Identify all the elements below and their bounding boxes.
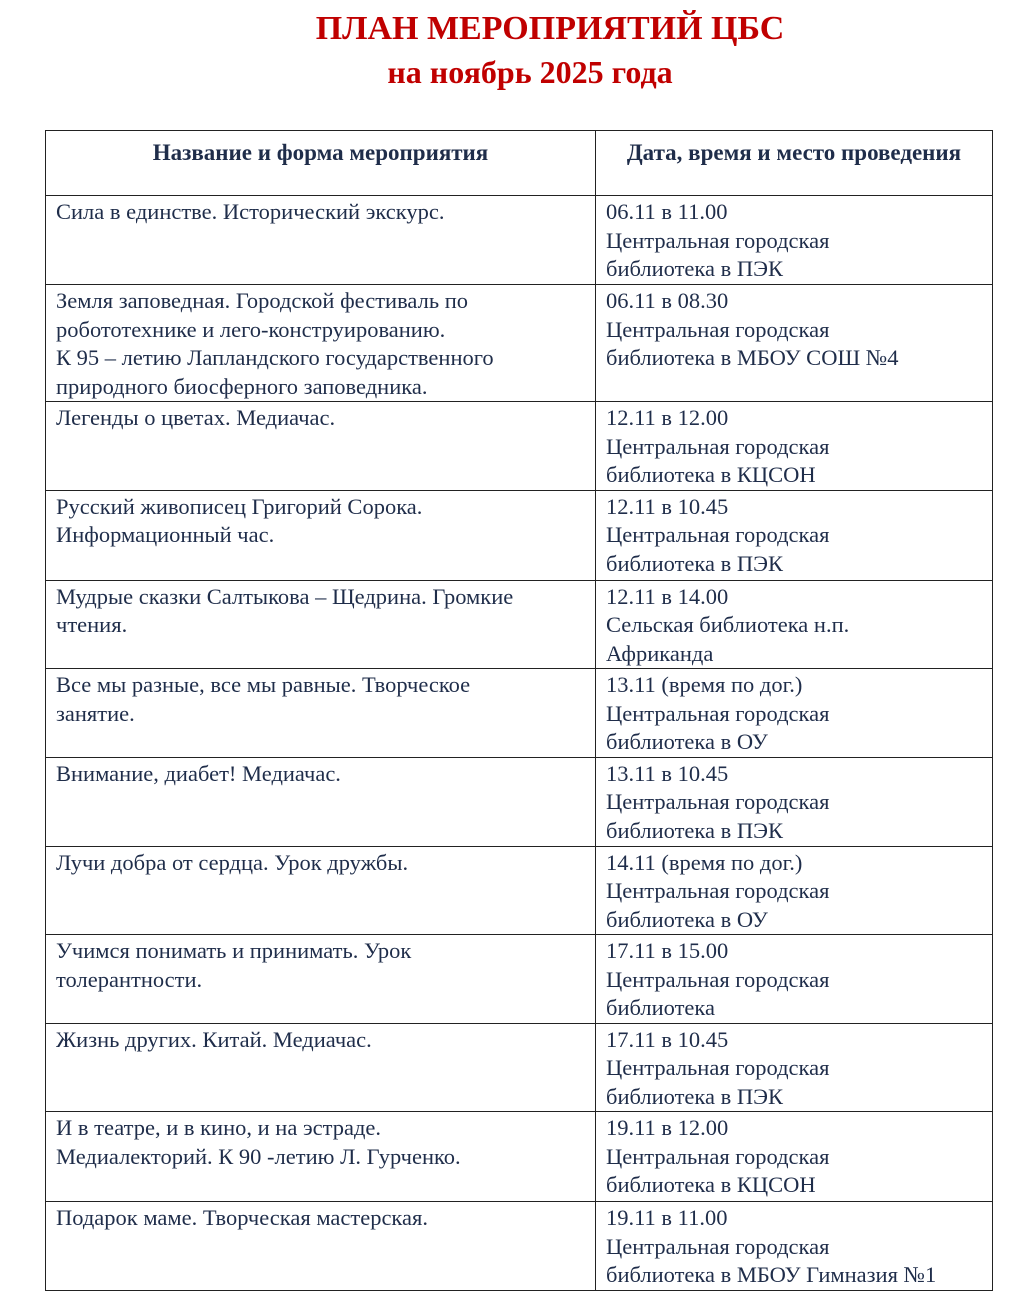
event-date-place: 14.11 (время по дог.) Центральная городс… — [606, 849, 830, 932]
event-name: Учимся понимать и принимать. Урок толера… — [56, 938, 412, 992]
event-cell: Легенды о цветах. Медиачас. — [45, 401, 596, 491]
event-name: Подарок маме. Творческая мастерская. — [56, 1205, 428, 1230]
event-name: Жизнь других. Китай. Медиачас. — [56, 1026, 372, 1052]
event-date-place: 06.11 в 08.30 Центральная городская библ… — [606, 288, 899, 370]
event-name: Легенды о цветах. Медиачас. — [56, 405, 336, 430]
table-header-row: Название и форма мероприятия Дата, время… — [45, 130, 993, 196]
table-row: Все мы разные, все мы равные. Творческое… — [45, 668, 993, 758]
table-row: Земля заповедная. Городской фестиваль по… — [45, 284, 993, 402]
event-name: Русский живописец Григорий Сорока. Инфор… — [56, 493, 423, 548]
event-cell: Внимание, диабет! Медиачас. — [45, 756, 596, 847]
event-name: Мудрые сказки Салтыкова – Щедрина. Громк… — [56, 583, 514, 638]
events-table: Название и форма мероприятия Дата, время… — [45, 130, 993, 1291]
event-cell: Русский живописец Григорий Сорока. Инфор… — [45, 489, 596, 581]
table-row: И в театре, и в кино, и на эстраде. Меди… — [45, 1111, 993, 1202]
event-cell: Подарок маме. Творческая мастерская. — [45, 1201, 596, 1291]
table-row: Учимся понимать и принимать. Урок толера… — [45, 934, 993, 1024]
date-place-cell: 06.11 в 08.30 Центральная городская библ… — [595, 284, 993, 402]
event-name: Лучи добра от сердца. Урок дружбы. — [56, 849, 409, 875]
event-date-place: 12.11 в 12.00 Центральная городская библ… — [606, 405, 830, 487]
event-date-place: 13.11 в 10.45 Центральная городская библ… — [606, 760, 830, 843]
event-date-place: 17.11 в 15.00 Центральная городская библ… — [606, 938, 830, 1020]
page-subtitle: на ноябрь 2025 года — [387, 54, 673, 90]
event-cell: Лучи добра от сердца. Урок дружбы. — [45, 845, 596, 935]
event-cell: Мудрые сказки Салтыкова – Щедрина. Громк… — [45, 579, 596, 669]
table-row: Подарок маме. Творческая мастерская. 19.1… — [45, 1201, 993, 1291]
table-row: Мудрые сказки Салтыкова – Щедрина. Громк… — [45, 579, 993, 669]
date-place-cell: 12.11 в 14.00 Сельская библиотека н.п. А… — [595, 579, 993, 669]
date-place-cell: 17.11 в 15.00 Центральная городская библ… — [595, 934, 993, 1024]
event-cell: Сила в единстве. Исторический экскурс. — [45, 195, 596, 285]
table-row: Внимание, диабет! Медиачас. 13.11 в 10.45… — [45, 756, 993, 847]
event-date-place: 12.11 в 10.45 Центральная городская библ… — [606, 493, 830, 576]
event-date-place: 06.11 в 11.00 Центральная городская библ… — [606, 199, 830, 281]
event-date-place: 19.11 в 11.00 Центральная городская библ… — [606, 1205, 937, 1287]
event-date-place: 12.11 в 14.00 Сельская библиотека н.п. А… — [606, 583, 850, 666]
page-title: ПЛАН МЕРОПРИЯТИЙ ЦБС — [315, 10, 785, 47]
table-row: Русский живописец Григорий Сорока. Инфор… — [45, 489, 993, 581]
event-name: Все мы разные, все мы равные. Творческое… — [56, 672, 471, 726]
date-place-cell: 12.11 в 10.45 Центральная городская библ… — [595, 489, 993, 581]
table-row: Сила в единстве. Исторический экскурс. 06… — [45, 195, 993, 285]
event-cell: Жизнь других. Китай. Медиачас. — [45, 1022, 596, 1112]
event-cell: Учимся понимать и принимать. Урок толера… — [45, 934, 596, 1024]
event-name: И в театре, и в кино, и на эстраде. Меди… — [56, 1115, 461, 1169]
event-cell: Все мы разные, все мы равные. Творческое… — [45, 668, 596, 758]
date-place-cell: 13.11 в 10.45 Центральная городская библ… — [595, 756, 993, 847]
date-place-cell: 14.11 (время по дог.) Центральная городс… — [595, 845, 993, 935]
event-name: Внимание, диабет! Медиачас. — [56, 760, 341, 786]
date-place-cell: 13.11 (время по дог.) Центральная городс… — [595, 668, 993, 758]
date-place-cell: 17.11 в 10.45 Центральная городская библ… — [595, 1022, 993, 1112]
header-event: Название и форма мероприятия — [45, 130, 596, 196]
date-place-cell: 19.11 в 11.00 Центральная городская библ… — [595, 1201, 993, 1291]
event-date-place: 17.11 в 10.45 Центральная городская библ… — [606, 1026, 830, 1109]
event-name: Сила в единстве. Исторический экскурс. — [56, 199, 445, 224]
header-date-place: Дата, время и место проведения — [595, 130, 993, 196]
event-cell: И в театре, и в кино, и на эстраде. Меди… — [45, 1111, 596, 1202]
event-date-place: 13.11 (время по дог.) Центральная городс… — [606, 672, 830, 754]
event-cell: Земля заповедная. Городской фестиваль по… — [45, 284, 596, 402]
table-row: Лучи добра от сердца. Урок дружбы. 14.11 … — [45, 845, 993, 935]
event-date-place: 19.11 в 12.00 Центральная городская библ… — [606, 1115, 830, 1197]
date-place-cell: 19.11 в 12.00 Центральная городская библ… — [595, 1111, 993, 1202]
table-row: Легенды о цветах. Медиачас. 12.11 в 12.00… — [45, 401, 993, 491]
date-place-cell: 06.11 в 11.00 Центральная городская библ… — [595, 195, 993, 285]
date-place-cell: 12.11 в 12.00 Центральная городская библ… — [595, 401, 993, 491]
table-row: Жизнь других. Китай. Медиачас. 17.11 в 10… — [45, 1022, 993, 1112]
event-name: Земля заповедная. Городской фестиваль по… — [56, 288, 494, 399]
